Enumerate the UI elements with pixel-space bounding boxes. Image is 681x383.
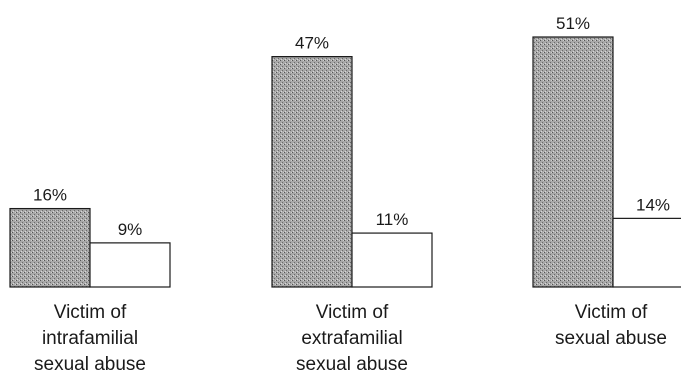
bar-shaded-1 [9, 207, 91, 288]
bar-white-2 [351, 232, 433, 288]
data-label-white-3: 14% [636, 195, 670, 214]
category-label-1-line-1: Victim of [54, 302, 127, 323]
bar-white-1 [89, 242, 171, 288]
category-label-3-line-2: sexual abuse [555, 328, 667, 349]
bars-group [9, 36, 681, 288]
data-label-shaded-2: 47% [295, 34, 329, 53]
category-label-2-line-2: extrafamilial [301, 328, 402, 349]
bar-shaded-2 [271, 56, 353, 288]
category-label-1-line-3: sexual abuse [34, 354, 146, 375]
data-label-shaded-1: 16% [33, 186, 67, 205]
labels-group: 16% 9% Victim of intrafamilial sexual abuse 4… [33, 14, 670, 375]
data-label-white-1: 9% [118, 220, 143, 239]
bar-white-3 [612, 217, 681, 288]
data-label-shaded-3: 51% [556, 14, 590, 33]
category-label-2-line-3: sexual abuse [296, 354, 408, 375]
data-label-white-2: 11% [376, 210, 409, 229]
category-label-1-line-2: intrafamilial [42, 328, 138, 349]
category-label-2-line-1: Victim of [316, 302, 389, 323]
category-label-3-line-1: Victim of [575, 302, 648, 323]
bar-shaded-3 [532, 36, 614, 288]
